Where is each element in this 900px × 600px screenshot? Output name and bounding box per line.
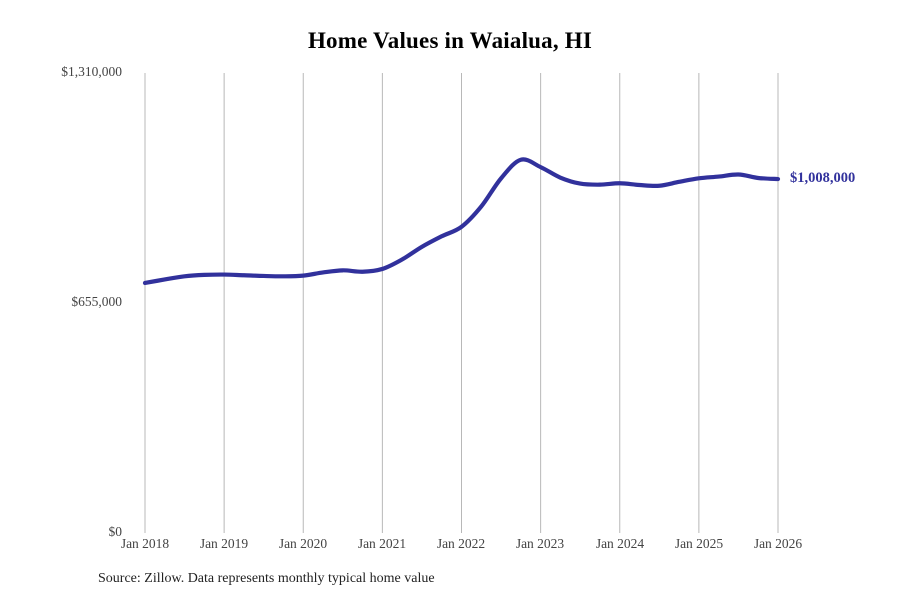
x-tick-label-jan-2018: Jan 2018 [120, 536, 170, 551]
y-tick-label-zero: $0 [108, 524, 123, 539]
x-tick-label-jan-2019: Jan 2019 [199, 536, 249, 551]
end-value-annotation: $1,008,000 [790, 170, 856, 187]
chart-title: Home Values in Waialua, HI [307, 28, 593, 53]
x-tick-label-jan-2020: Jan 2020 [278, 536, 328, 551]
home-value-line [142, 157, 781, 286]
x-tick-label-jan-2023: Jan 2023 [515, 536, 565, 551]
x-tick-label-jan-2026: Jan 2026 [753, 536, 803, 551]
y-tick-label-max: $1,310,000 [61, 64, 122, 79]
y-tick-label-mid: $655,000 [71, 294, 122, 309]
y-axis: $1,310,000 $655,000 $0 [0, 0, 122, 600]
x-tick-label-jan-2022: Jan 2022 [436, 536, 486, 551]
gridlines [144, 73, 779, 533]
x-tick-label-jan-2025: Jan 2025 [674, 536, 724, 551]
x-tick-label-jan-2021: Jan 2021 [357, 536, 407, 551]
x-tick-label-jan-2024: Jan 2024 [595, 536, 645, 551]
source-note: Source: Zillow. Data represents monthly … [98, 571, 435, 586]
